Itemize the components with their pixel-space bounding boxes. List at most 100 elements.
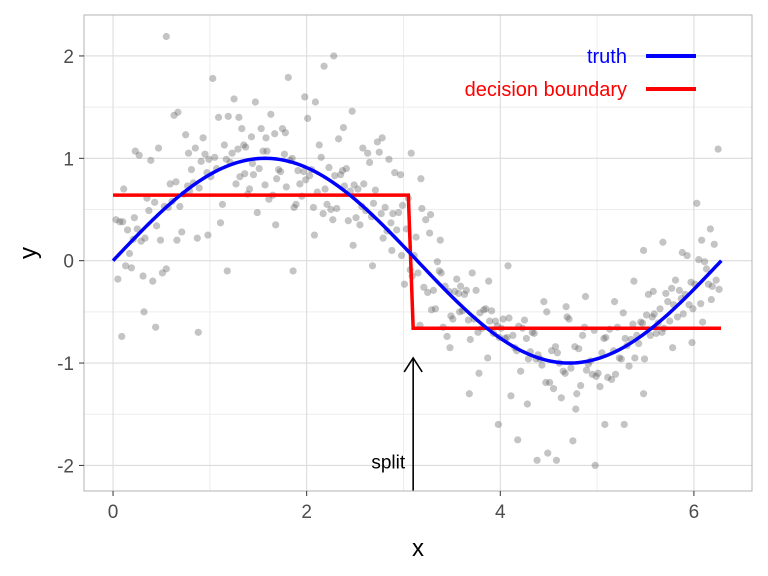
scatter-point	[615, 354, 623, 362]
scatter-point	[575, 345, 583, 353]
scatter-point	[223, 267, 231, 275]
scatter-point	[414, 269, 422, 277]
scatter-point	[629, 320, 637, 328]
scatter-point	[131, 147, 139, 155]
scatter-point	[572, 405, 580, 413]
scatter-point	[242, 143, 250, 151]
scatter-point	[214, 113, 223, 121]
scatter-point	[310, 231, 319, 239]
scatter-point	[184, 149, 193, 157]
scatter-point	[209, 74, 217, 83]
scatter-point	[610, 298, 619, 306]
scatter-point	[540, 298, 548, 306]
scatter-point	[679, 310, 687, 318]
scatter-point	[455, 289, 463, 298]
scatter-point	[671, 276, 680, 284]
scatter-point	[294, 166, 302, 175]
scatter-point	[698, 236, 706, 244]
scatter-point	[201, 150, 209, 158]
scatter-point	[530, 329, 538, 337]
scatter-point	[116, 218, 124, 226]
scatter-point	[702, 265, 711, 273]
scatter-point	[338, 166, 347, 175]
scatter-point	[565, 315, 573, 323]
scatter-point	[598, 349, 606, 357]
scatter-point	[435, 267, 443, 275]
scatter-point	[228, 149, 236, 157]
scatter-point	[482, 305, 490, 313]
scatter-point	[373, 138, 381, 146]
scatter-point	[464, 316, 472, 324]
scatter-point	[325, 163, 333, 172]
scatter-point	[639, 390, 648, 398]
scatter-point	[707, 295, 715, 304]
scatter-point	[234, 145, 242, 153]
scatter-point	[557, 394, 565, 402]
scatter-point	[354, 185, 362, 193]
scatter-point	[468, 269, 476, 277]
scatter-point	[147, 156, 155, 164]
scatter-point	[335, 135, 343, 143]
scatter-point	[139, 272, 147, 280]
scatter-point	[451, 287, 459, 295]
y-tick-label: 2	[63, 47, 74, 68]
panel-border	[83, 14, 753, 492]
scatter-point	[174, 108, 182, 116]
scatter-point	[484, 354, 492, 362]
scatter-point	[240, 141, 248, 149]
scatter-point	[364, 149, 372, 157]
scatter-point	[112, 216, 120, 224]
scatter-point	[453, 275, 461, 283]
scatter-point	[714, 145, 722, 153]
scatter-point	[265, 195, 273, 203]
x-tick-label: 6	[689, 502, 700, 523]
scatter-point	[644, 290, 653, 299]
scatter-point	[241, 170, 249, 178]
scatter-point	[499, 315, 507, 323]
scatter-point	[348, 107, 356, 115]
scatter-point	[379, 234, 387, 242]
scatter-point	[639, 246, 648, 255]
scatter-point	[173, 236, 181, 244]
scatter-point	[591, 461, 599, 470]
scatter-point	[125, 249, 134, 258]
scatter-point	[431, 305, 440, 313]
scatter-point	[282, 183, 290, 191]
scatter-point	[449, 315, 457, 323]
scatter-point	[528, 328, 536, 336]
x-tick-label: 0	[108, 502, 119, 523]
scatter-point	[505, 314, 513, 322]
scatter-point	[417, 175, 425, 183]
scatter-point	[460, 290, 469, 299]
scatter-point	[509, 331, 517, 340]
scatter-point	[156, 236, 165, 244]
scatter-point	[472, 286, 480, 294]
scatter-point	[247, 133, 256, 141]
scatter-point	[255, 164, 263, 173]
scatter-point	[683, 251, 691, 260]
scatter-point	[194, 328, 202, 336]
scatter-point	[309, 203, 318, 212]
y-tick-label: 0	[63, 252, 74, 273]
scatter-point	[123, 226, 132, 234]
scatter-point	[378, 134, 386, 142]
scatter-point	[178, 228, 186, 236]
legend: truth decision boundary	[465, 46, 696, 101]
x-axis-ticks: 0 2 4 6	[108, 491, 699, 523]
scatter-point	[385, 155, 393, 163]
scatter-point	[278, 125, 287, 133]
scatter-point	[304, 114, 312, 122]
scatter-point	[141, 234, 149, 242]
split-arrow-head	[403, 356, 423, 373]
scatter-point	[391, 169, 399, 177]
scatter-point	[577, 381, 585, 390]
scatter-point	[462, 286, 471, 294]
y-tick-label: -1	[57, 354, 74, 375]
scatter-point	[424, 288, 432, 297]
scatter-point	[224, 112, 232, 120]
scatter-point	[662, 289, 670, 298]
scatter-point	[162, 265, 170, 273]
scatter-point	[400, 280, 409, 288]
scatter-point	[274, 165, 283, 174]
scatter-point	[656, 305, 664, 313]
